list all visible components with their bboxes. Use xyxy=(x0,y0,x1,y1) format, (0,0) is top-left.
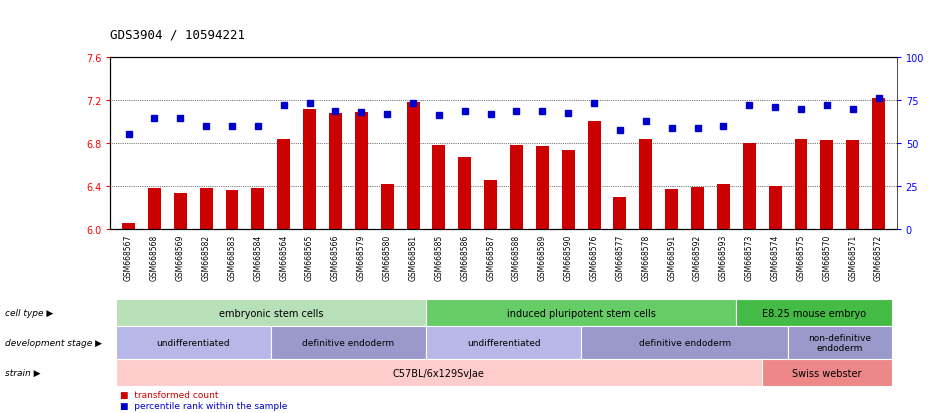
Bar xyxy=(459,157,471,229)
Bar xyxy=(717,184,730,229)
Bar xyxy=(820,140,833,229)
Text: embryonic stem cells: embryonic stem cells xyxy=(218,308,323,318)
Bar xyxy=(406,103,419,229)
Bar xyxy=(872,99,885,229)
Bar xyxy=(562,151,575,229)
Bar xyxy=(795,139,808,229)
Bar xyxy=(743,143,755,229)
Bar xyxy=(484,181,497,229)
Bar xyxy=(329,114,342,229)
Bar xyxy=(199,188,212,229)
Bar xyxy=(665,190,679,229)
Text: strain ▶: strain ▶ xyxy=(5,368,40,377)
Text: undifferentiated: undifferentiated xyxy=(156,338,230,347)
Text: non-definitive
endoderm: non-definitive endoderm xyxy=(808,333,871,352)
Text: cell type ▶: cell type ▶ xyxy=(5,309,53,317)
Bar xyxy=(252,188,264,229)
Text: definitive endoderm: definitive endoderm xyxy=(638,338,731,347)
Bar xyxy=(536,147,548,229)
Bar xyxy=(432,146,446,229)
Bar xyxy=(148,188,161,229)
Bar xyxy=(639,139,652,229)
Bar xyxy=(768,186,782,229)
Text: GDS3904 / 10594221: GDS3904 / 10594221 xyxy=(110,28,245,41)
Bar xyxy=(613,197,626,229)
Bar xyxy=(510,146,523,229)
Bar xyxy=(226,191,239,229)
Text: Swiss webster: Swiss webster xyxy=(792,368,862,378)
Bar xyxy=(691,188,704,229)
Text: development stage ▶: development stage ▶ xyxy=(5,338,102,347)
Text: induced pluripotent stem cells: induced pluripotent stem cells xyxy=(506,308,655,318)
Text: ■  transformed count: ■ transformed count xyxy=(120,390,218,399)
Text: C57BL/6x129SvJae: C57BL/6x129SvJae xyxy=(393,368,485,378)
Bar xyxy=(846,140,859,229)
Text: undifferentiated: undifferentiated xyxy=(467,338,540,347)
Bar xyxy=(122,224,135,229)
Text: ■  percentile rank within the sample: ■ percentile rank within the sample xyxy=(120,401,287,411)
Bar xyxy=(381,184,394,229)
Bar xyxy=(277,139,290,229)
Bar xyxy=(588,122,601,229)
Bar xyxy=(174,194,187,229)
Bar xyxy=(355,112,368,229)
Bar xyxy=(303,109,316,229)
Text: definitive endoderm: definitive endoderm xyxy=(302,338,394,347)
Text: E8.25 mouse embryo: E8.25 mouse embryo xyxy=(762,308,866,318)
